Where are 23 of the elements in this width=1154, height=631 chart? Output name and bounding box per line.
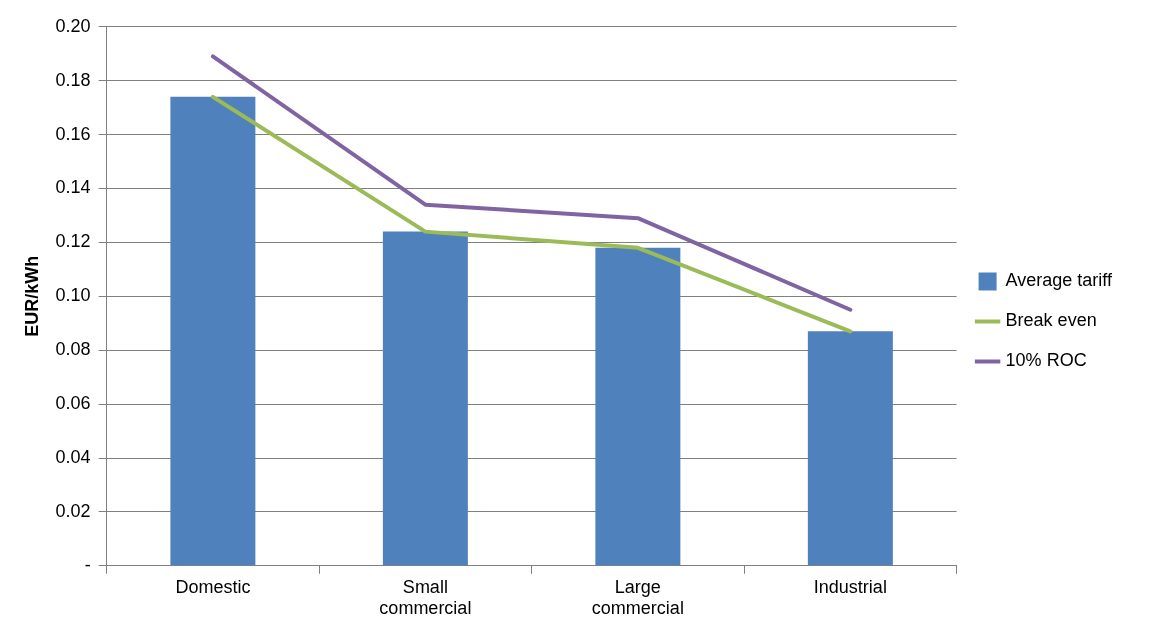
y-tick-label: 0.10 bbox=[55, 285, 91, 306]
legend-label: Average tariff bbox=[1005, 270, 1113, 291]
y-tick-label: 0.16 bbox=[55, 123, 91, 144]
y-tick-label: 0.08 bbox=[55, 339, 91, 360]
bar bbox=[807, 331, 893, 566]
y-tick-label: 0.12 bbox=[55, 231, 91, 252]
bar bbox=[382, 231, 468, 566]
y-tick-label: 0.20 bbox=[55, 15, 91, 36]
y-tick-label: 0.02 bbox=[55, 500, 91, 521]
y-tick-label: 0.18 bbox=[55, 69, 91, 90]
x-tick-label: Industrial bbox=[813, 576, 887, 597]
y-tick-label: 0.06 bbox=[55, 393, 91, 414]
y-tick-label: 0.14 bbox=[55, 177, 91, 198]
x-tick-label: Large commercial bbox=[591, 576, 684, 619]
bar bbox=[595, 247, 681, 566]
x-tick-label: Small commercial bbox=[379, 576, 472, 619]
legend-label: Break even bbox=[1005, 310, 1097, 331]
legend-label: 10% ROC bbox=[1005, 350, 1087, 371]
x-tick-label: Domestic bbox=[175, 576, 251, 597]
y-tick-label: - bbox=[84, 554, 91, 575]
y-axis-title: EUR/kWh bbox=[21, 255, 42, 337]
bar bbox=[170, 96, 256, 566]
y-tick-label: 0.04 bbox=[55, 446, 91, 467]
